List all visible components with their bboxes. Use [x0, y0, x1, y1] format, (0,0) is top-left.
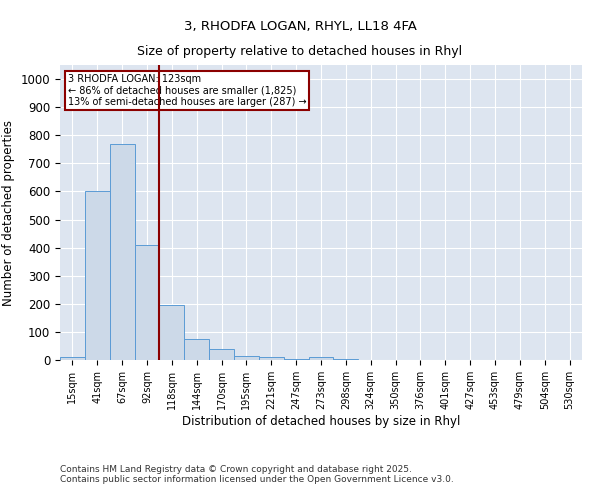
Bar: [209, 349, 234, 360]
X-axis label: Distribution of detached houses by size in Rhyl: Distribution of detached houses by size …: [182, 414, 460, 428]
Bar: [160, 305, 184, 360]
Text: Contains public sector information licensed under the Open Government Licence v3: Contains public sector information licen…: [60, 476, 454, 484]
Bar: [234, 356, 259, 360]
Text: 3 RHODFA LOGAN: 123sqm
← 86% of detached houses are smaller (1,825)
13% of semi-: 3 RHODFA LOGAN: 123sqm ← 86% of detached…: [68, 74, 307, 107]
Bar: [134, 245, 160, 360]
Bar: [85, 192, 110, 360]
Bar: [60, 357, 85, 360]
Bar: [110, 144, 134, 360]
Text: Size of property relative to detached houses in Rhyl: Size of property relative to detached ho…: [137, 45, 463, 58]
Text: Contains HM Land Registry data © Crown copyright and database right 2025.: Contains HM Land Registry data © Crown c…: [60, 466, 412, 474]
Bar: [184, 339, 209, 360]
Y-axis label: Number of detached properties: Number of detached properties: [2, 120, 15, 306]
Bar: [308, 357, 334, 360]
Text: 3, RHODFA LOGAN, RHYL, LL18 4FA: 3, RHODFA LOGAN, RHYL, LL18 4FA: [184, 20, 416, 33]
Bar: [259, 357, 284, 360]
Bar: [334, 358, 358, 360]
Bar: [284, 358, 308, 360]
